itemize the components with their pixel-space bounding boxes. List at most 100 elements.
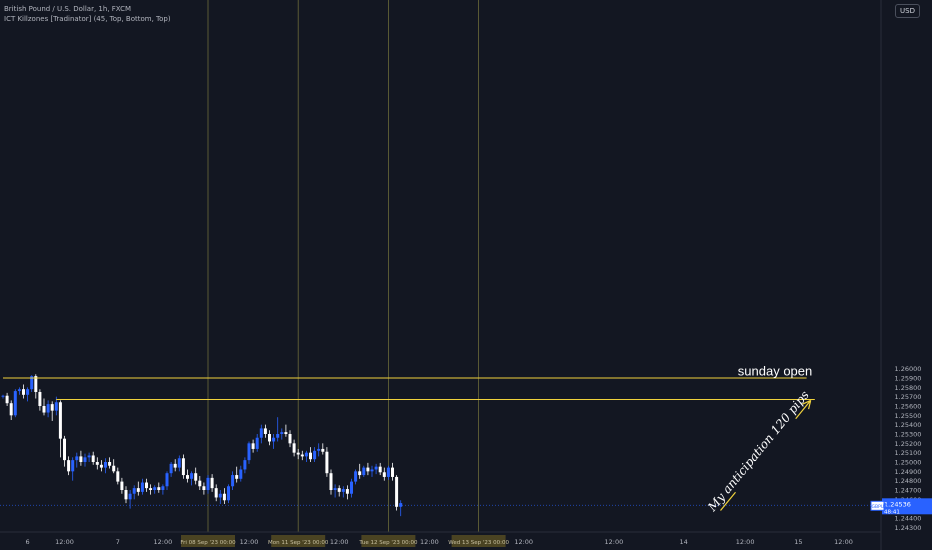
- candle-body: [247, 443, 251, 461]
- currency-button[interactable]: USD: [895, 4, 920, 18]
- current-price-value: 1.24536: [884, 500, 911, 508]
- candle-body: [157, 487, 161, 490]
- candle-body: [386, 467, 390, 477]
- y-tick-label: 1.25700: [895, 393, 922, 401]
- current-price-tag: [882, 498, 932, 515]
- candle-body: [149, 488, 153, 490]
- candle-body: [235, 475, 239, 479]
- candle-body: [374, 466, 378, 470]
- y-tick-label: 1.25600: [895, 403, 922, 411]
- candle-body: [54, 402, 58, 411]
- candle-body: [50, 404, 54, 411]
- candle-body: [321, 448, 325, 452]
- sunday-open-label: sunday open: [738, 364, 812, 379]
- candle-body: [300, 454, 304, 457]
- candle-body: [136, 488, 140, 492]
- x-tick-label: 12:00: [605, 538, 624, 546]
- y-tick-label: 1.24400: [895, 515, 922, 523]
- candle-body: [128, 493, 132, 500]
- x-tick-label: 12:00: [330, 538, 349, 546]
- candle-body: [366, 467, 370, 472]
- y-tick-label: 1.24700: [895, 487, 922, 495]
- candle-body: [46, 404, 50, 413]
- candle-body: [202, 486, 206, 490]
- candle-body: [132, 488, 136, 494]
- candle-body: [173, 463, 177, 468]
- x-tick-label: 15: [794, 538, 802, 546]
- price-countdown: 48:41: [884, 509, 900, 515]
- candle-body: [104, 462, 107, 468]
- candle-body: [362, 467, 366, 476]
- candle-body: [145, 482, 148, 489]
- symbol-tag-label: GBPUSD: [872, 504, 891, 510]
- candle-body: [214, 488, 218, 498]
- candle-body: [83, 457, 87, 462]
- arrow-head-icon: [802, 399, 811, 405]
- candle-body: [354, 471, 358, 482]
- candle-body: [13, 391, 17, 416]
- session-label-bg: [451, 535, 506, 547]
- y-tick-label: 1.24900: [895, 468, 922, 476]
- candle-body: [333, 488, 337, 490]
- candle-body: [26, 389, 30, 395]
- session-label: Tue 12 Sep '23 00:00: [358, 540, 418, 546]
- y-tick-label: 1.25000: [895, 459, 922, 467]
- x-tick-label: 12:00: [240, 538, 259, 546]
- candle-body: [345, 489, 349, 494]
- candle-body: [309, 452, 312, 460]
- x-tick-label: 6: [26, 538, 30, 546]
- session-label-bg: [271, 535, 326, 547]
- session-label-bg: [361, 535, 416, 547]
- indicator-title: ICT Killzones [Tradinator] (45, Top, Bot…: [4, 15, 171, 23]
- arrow-line-lower: [720, 491, 736, 511]
- candle-body: [329, 473, 333, 490]
- candle-body: [272, 437, 276, 442]
- candle-body: [231, 475, 235, 487]
- y-tick-label: 1.24800: [895, 477, 922, 485]
- candle-body: [161, 486, 165, 490]
- candle-body: [251, 443, 255, 449]
- candle-body: [169, 463, 173, 474]
- candle-body: [255, 437, 259, 449]
- candle-body: [391, 467, 394, 477]
- candle-body: [153, 487, 157, 490]
- candle-body: [337, 488, 341, 492]
- candle-body: [1, 395, 5, 397]
- candle-body: [79, 456, 83, 462]
- candle-body: [5, 395, 9, 404]
- candle-body: [280, 432, 284, 434]
- candle-body: [67, 460, 71, 472]
- candle-body: [71, 460, 75, 472]
- symbol-title: British Pound / U.S. Dollar, 1h, FXCM: [4, 5, 132, 13]
- candle-body: [222, 493, 226, 501]
- arrow-line-upper: [795, 400, 812, 420]
- candle-body: [284, 432, 288, 434]
- candle-body: [399, 503, 403, 507]
- candle-body: [239, 469, 243, 479]
- y-tick-label: 1.26000: [895, 365, 922, 373]
- x-tick-label: 12:00: [834, 538, 853, 546]
- candle-body: [38, 392, 42, 406]
- candle-body: [75, 456, 79, 461]
- candle-body: [378, 466, 382, 473]
- candle-body: [87, 455, 91, 458]
- candle-body: [99, 464, 103, 468]
- candle-body: [292, 443, 296, 453]
- candle-body: [243, 460, 247, 470]
- x-tick-label: 7: [116, 538, 120, 546]
- candle-body: [116, 471, 120, 482]
- y-tick-label: 1.25100: [895, 449, 922, 457]
- candle-body: [9, 403, 13, 416]
- anticipation-label: My anticipation 120 pips: [705, 388, 812, 515]
- candle-body: [165, 473, 169, 487]
- session-label: Wed 13 Sep '23 00:00: [448, 540, 509, 546]
- x-tick-label: 14: [679, 538, 687, 546]
- candle-body: [177, 458, 181, 468]
- x-tick-label: 12:00: [55, 538, 74, 546]
- candle-body: [317, 448, 321, 451]
- candle-body: [17, 389, 21, 392]
- candle-body: [30, 376, 34, 390]
- candle-body: [382, 472, 386, 477]
- candle-body: [194, 473, 198, 481]
